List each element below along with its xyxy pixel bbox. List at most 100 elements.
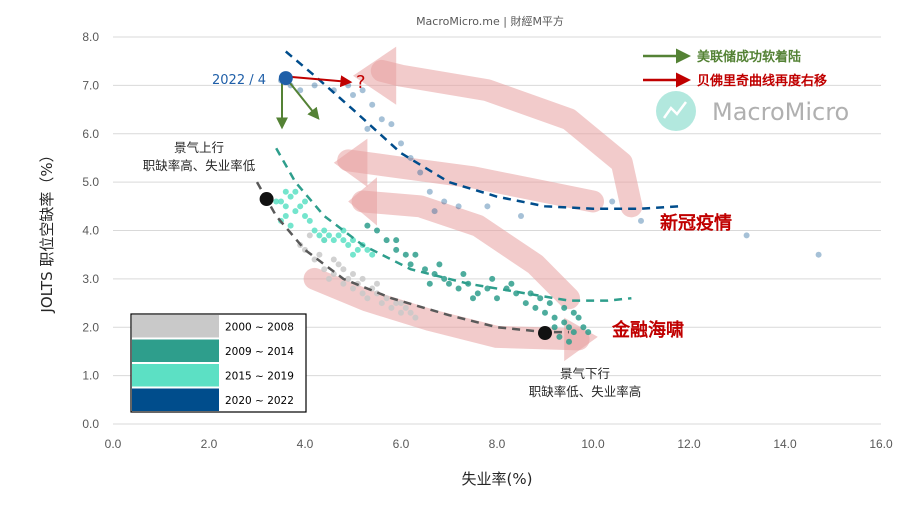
legend-item-label: 2009 ~ 2014 [225, 346, 294, 358]
scatter-point [407, 261, 414, 268]
scatter-point [282, 203, 289, 210]
scatter-point [369, 251, 376, 258]
scatter-point [570, 309, 577, 316]
scatter-point [566, 338, 572, 345]
scatter-point [422, 266, 428, 273]
highlight-label-2022: 2022 / 4 [212, 73, 266, 88]
scatter-point [570, 329, 577, 336]
trajectory-arrow-head [348, 177, 377, 226]
scatter-point [374, 227, 380, 234]
scatter-point [316, 251, 323, 258]
x-axis-title: 失业率(%) [462, 470, 533, 488]
trend-line [275, 147, 632, 302]
scatter-point [311, 82, 318, 89]
scatter-point [815, 251, 822, 258]
scatter-point [273, 198, 280, 205]
x-axis-ticks: 0.0 2.0 4.0 6.0 8.0 10.0 12.0 14.0 16.0 [105, 437, 893, 451]
scatter-point [359, 87, 366, 94]
legend-swatch [132, 339, 219, 362]
scatter-point [494, 295, 500, 302]
scatter-point [388, 304, 395, 311]
trajectory-arrow [370, 59, 643, 218]
scatter-point [350, 92, 356, 99]
scatter-point [350, 251, 356, 258]
scatter-point [340, 266, 347, 273]
scatter-point [460, 271, 467, 278]
scatter-point [561, 319, 568, 326]
crisis-label: 金融海啸 [611, 319, 684, 341]
scatter-point [378, 116, 385, 123]
legend-curve-shift: 贝佛里奇曲线再度右移 [697, 73, 827, 89]
scatter-point [345, 82, 352, 89]
y-tick-label: 7.0 [82, 78, 99, 92]
scatter-point [364, 222, 371, 229]
scatter-point [354, 246, 361, 253]
scatter-point [364, 125, 371, 132]
y-tick-label: 8.0 [82, 30, 99, 44]
y-axis-ticks: 0.0 1.0 2.0 3.0 4.0 5.0 6.0 7.0 8.0 [82, 30, 99, 431]
scatter-point [393, 237, 400, 244]
scatter-point [398, 309, 404, 316]
scatter-point [407, 309, 414, 316]
y-axis-title: JOLTS 职位空缺率（%） [38, 147, 56, 313]
scatter-point [287, 222, 294, 229]
highlight-point [538, 326, 552, 341]
legend-swatch [132, 388, 219, 411]
scatter-point [292, 208, 299, 215]
scatter-point [316, 232, 323, 239]
scatter-point [364, 295, 371, 302]
highlight-point [278, 71, 293, 86]
scatter-point [330, 237, 337, 244]
scatter-point [426, 280, 433, 287]
scatter-point [359, 290, 366, 297]
y-tick-label: 1.0 [82, 369, 99, 383]
scatter-point [412, 314, 419, 321]
scatter-point [551, 314, 558, 321]
scatter-point [374, 280, 380, 287]
scatter-point [436, 261, 443, 268]
trajectory-arrow-head [353, 46, 397, 105]
x-tick-label: 4.0 [297, 437, 314, 451]
trajectory-arrow [337, 149, 604, 213]
scatter-point [522, 300, 529, 307]
scatter-point [412, 251, 419, 258]
scatter-point [508, 280, 515, 287]
scatter-point [335, 261, 342, 268]
scatter-point [306, 232, 313, 239]
legend-item-label: 2020 ~ 2022 [225, 395, 294, 407]
scatter-point [455, 285, 462, 292]
scatter-point [297, 87, 304, 94]
scatter-point [743, 232, 750, 239]
y-tick-label: 0.0 [82, 417, 99, 431]
x-tick-label: 2.0 [201, 437, 218, 451]
upturn-title: 景气上行 [174, 140, 224, 155]
scatter-point [369, 101, 376, 108]
scatter-point [441, 198, 448, 205]
x-tick-label: 8.0 [489, 437, 506, 451]
scatter-point [350, 271, 356, 278]
scatter-point [335, 232, 342, 239]
source-label: MacroMicro.me | 財經M平方 [416, 14, 564, 28]
scatter-point [546, 300, 553, 307]
scatter-point [518, 212, 524, 219]
scatter-point [340, 237, 347, 244]
upturn-sub: 职缺率高、失业率低 [143, 158, 256, 173]
scatter-point [278, 198, 284, 205]
watermark-text: MacroMicro [712, 98, 849, 126]
legend-item-label: 2015 ~ 2019 [225, 370, 294, 382]
scatter-point [561, 304, 568, 311]
x-tick-label: 10.0 [581, 437, 605, 451]
scatter-point [330, 271, 337, 278]
legend-swatch [132, 364, 219, 387]
scatter-point [542, 309, 548, 316]
trend-line [255, 181, 569, 334]
scatter-point [321, 237, 328, 244]
scatter-point [638, 217, 644, 224]
scatter-point [359, 275, 366, 282]
scatter-point [302, 212, 308, 219]
scatter-point [441, 275, 448, 282]
y-tick-label: 4.0 [82, 224, 99, 238]
highlight-arrows: ? [276, 72, 366, 130]
scatter-point [551, 324, 558, 331]
scatter-point [537, 295, 544, 302]
